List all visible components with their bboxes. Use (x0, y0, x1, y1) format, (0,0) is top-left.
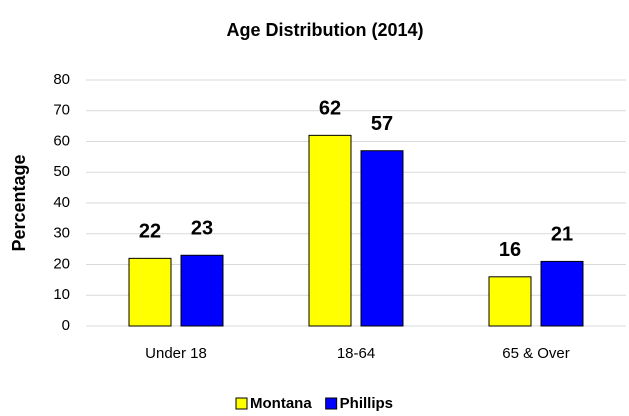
x-tick-label: Under 18 (145, 345, 207, 362)
data-label: 21 (551, 224, 573, 246)
legend-label: Montana (250, 395, 312, 412)
y-tick-label: 20 (53, 255, 70, 272)
bar (488, 276, 532, 327)
y-tick-label: 60 (53, 132, 70, 149)
bar (308, 134, 352, 327)
legend-swatch (325, 397, 338, 410)
bar (128, 257, 172, 327)
data-label: 16 (499, 239, 521, 261)
bar (180, 254, 224, 327)
data-label: 22 (139, 221, 161, 243)
y-tick-label: 10 (53, 286, 70, 303)
legend-label: Phillips (340, 395, 393, 412)
y-tick-label: 40 (53, 194, 70, 211)
bar (540, 260, 584, 327)
data-label: 62 (319, 98, 341, 120)
y-axis-title: Percentage (9, 154, 29, 251)
y-tick-label: 30 (53, 225, 70, 242)
legend-swatch (235, 397, 248, 410)
y-tick-label: 50 (53, 163, 70, 180)
y-tick-label: 80 (53, 71, 70, 88)
x-tick-label: 65 & Over (502, 345, 570, 362)
bar (360, 150, 404, 327)
data-label: 57 (371, 113, 393, 135)
data-label: 23 (191, 218, 213, 240)
x-tick-label: 18-64 (337, 345, 375, 362)
chart-title: Age Distribution (2014) (226, 20, 423, 40)
y-tick-label: 0 (62, 317, 70, 334)
y-tick-label: 70 (53, 102, 70, 119)
